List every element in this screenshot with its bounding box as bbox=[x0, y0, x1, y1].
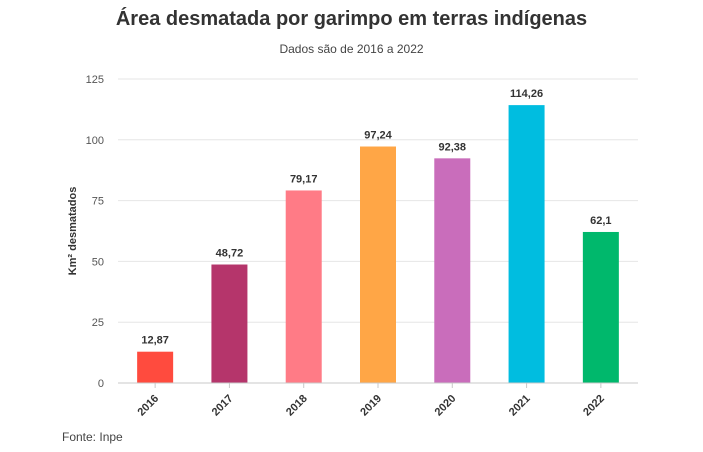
bars bbox=[137, 105, 619, 383]
y-axis-label: Km² desmatados bbox=[67, 187, 79, 276]
bar-2016 bbox=[137, 351, 174, 383]
x-tick-label-2022: 2022 bbox=[581, 393, 607, 419]
bar-2020 bbox=[434, 158, 471, 383]
x-axis-ticks: 2016 2017 2018 2019 2020 2021 2022 bbox=[135, 383, 607, 418]
chart-title: Área desmatada por garimpo em terras ind… bbox=[115, 8, 588, 30]
x-tick-label-2018: 2018 bbox=[284, 393, 310, 419]
bar-2022 bbox=[582, 231, 619, 383]
y-tick-label: 50 bbox=[92, 256, 104, 268]
data-label-2017: 48,72 bbox=[216, 248, 244, 260]
data-label-2019: 97,24 bbox=[364, 130, 392, 142]
bar-2018 bbox=[285, 190, 322, 383]
data-label-2021: 114,26 bbox=[510, 88, 543, 100]
y-tick-label: 125 bbox=[86, 74, 104, 86]
data-labels: 12,87 48,72 79,17 97,24 92,38 114,26 62,1 bbox=[141, 88, 611, 347]
x-tick-label-2016: 2016 bbox=[135, 393, 161, 419]
x-tick-label-2021: 2021 bbox=[507, 393, 533, 419]
y-axis-ticks: 0 25 50 75 100 125 bbox=[86, 74, 104, 390]
data-label-2020: 92,38 bbox=[439, 141, 467, 153]
data-label-2022: 62,1 bbox=[590, 215, 611, 227]
y-tick-label: 75 bbox=[92, 196, 104, 208]
bar-2019 bbox=[360, 146, 396, 383]
x-tick-label-2019: 2019 bbox=[358, 393, 384, 419]
y-tick-label: 100 bbox=[86, 135, 104, 147]
y-tick-label: 0 bbox=[98, 378, 104, 390]
source-note: Fonte: Inpe bbox=[62, 430, 123, 444]
bar-2021 bbox=[508, 105, 545, 383]
chart-subtitle: Dados são de 2016 a 2022 bbox=[279, 42, 424, 56]
y-tick-label: 25 bbox=[92, 317, 104, 329]
data-label-2018: 79,17 bbox=[290, 173, 318, 185]
bar-2017 bbox=[211, 264, 248, 383]
x-tick-label-2020: 2020 bbox=[433, 393, 459, 419]
x-tick-label-2017: 2017 bbox=[210, 393, 236, 419]
data-label-2016: 12,87 bbox=[141, 335, 169, 347]
